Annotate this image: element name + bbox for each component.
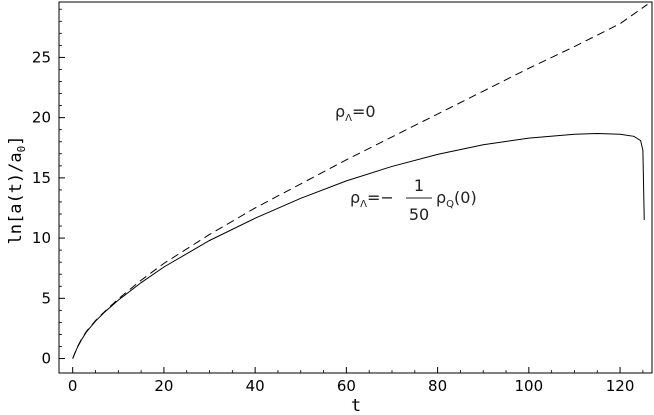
plot-frame [58, 1, 653, 374]
annotation-2-after: ρ [436, 188, 446, 207]
annotation-rho-lambda-fraction: ρΛ=− 1 50 ρQ(0) [350, 176, 477, 224]
annotation-2-main: ρ [350, 188, 360, 207]
y-axis-title-end: ] [6, 136, 26, 146]
y-tick-label-0: 0 [41, 350, 51, 368]
annotation-2-sub: Λ [360, 199, 367, 210]
y-axis-title: ln[a(t)/a0] [6, 136, 28, 245]
x-tick-label-40: 40 [246, 377, 265, 395]
x-axis-title: t [351, 396, 361, 415]
annotation-2-end: (0) [454, 188, 477, 207]
annotation-2-frac-num: 1 [414, 176, 424, 195]
x-tick-label-100: 100 [515, 377, 544, 395]
annotation-1-main: ρ [335, 102, 345, 121]
y-axis-ticks: 0 5 10 15 20 25 [32, 8, 65, 368]
y-tick-label-20: 20 [32, 109, 51, 127]
y-tick-label-5: 5 [41, 289, 51, 307]
y-axis-title-main: ln[a(t)/a [6, 152, 26, 244]
x-tick-label-80: 80 [428, 377, 447, 395]
annotation-2-rest: =− [367, 188, 394, 207]
annotation-2-left: ρΛ=− [350, 188, 394, 210]
annotation-rho-lambda-zero: ρΛ=0 [335, 102, 376, 124]
annotation-1-rest: =0 [352, 102, 376, 121]
annotation-1-sub: Λ [345, 113, 352, 124]
y-tick-label-10: 10 [32, 229, 51, 247]
series-layer [72, 4, 648, 359]
x-tick-label-120: 120 [606, 377, 635, 395]
x-tick-label-60: 60 [337, 377, 356, 395]
y-axis-title-sub: 0 [15, 146, 28, 153]
x-axis-ticks: 0 20 40 60 80 100 120 [68, 367, 644, 395]
x-tick-label-20: 20 [154, 377, 173, 395]
y-tick-label-25: 25 [32, 48, 51, 66]
series-line-dashed [72, 4, 648, 359]
series-line-solid [72, 133, 645, 359]
annotation-2-frac-den: 50 [409, 205, 429, 224]
x-tick-label-0: 0 [68, 377, 78, 395]
y-tick-label-15: 15 [32, 169, 51, 187]
annotation-2-after-sub: Q [446, 199, 454, 210]
annotation-2-right: ρQ(0) [436, 188, 477, 210]
